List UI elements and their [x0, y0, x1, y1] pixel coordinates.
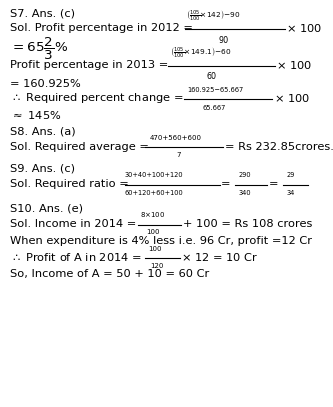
Text: 65.667: 65.667	[202, 105, 226, 111]
Text: S10. Ans. (e): S10. Ans. (e)	[10, 204, 83, 213]
Text: $\left(\frac{105}{100}{\times}142\right){-}90$: $\left(\frac{105}{100}{\times}142\right)…	[186, 8, 241, 22]
Text: $\times$ 100: $\times$ 100	[276, 59, 312, 71]
Text: Sol. Income in 2014 =: Sol. Income in 2014 =	[10, 219, 140, 229]
Text: 7: 7	[176, 152, 181, 158]
Text: 90: 90	[218, 36, 228, 45]
Text: 8$\times$100: 8$\times$100	[140, 210, 165, 219]
Text: When expenditure is 4% less i.e. 96 Cr, profit =12 Cr: When expenditure is 4% less i.e. 96 Cr, …	[10, 236, 312, 246]
Text: 60: 60	[206, 72, 216, 81]
Text: = 160.925%: = 160.925%	[10, 79, 81, 89]
Text: Sol. Required average =: Sol. Required average =	[10, 142, 153, 151]
Text: 290: 290	[239, 172, 251, 178]
Text: S8. Ans. (a): S8. Ans. (a)	[10, 126, 76, 136]
Text: S7. Ans. (c): S7. Ans. (c)	[10, 8, 75, 18]
Text: $\times$ 100: $\times$ 100	[286, 22, 322, 35]
Text: $\therefore$ Required percent change =: $\therefore$ Required percent change =	[10, 92, 185, 105]
Text: $\approx$ 145%: $\approx$ 145%	[10, 109, 61, 121]
Text: 30+40+100+120: 30+40+100+120	[125, 172, 183, 178]
Text: Profit percentage in 2013 =: Profit percentage in 2013 =	[10, 60, 172, 70]
Text: 340: 340	[239, 190, 251, 196]
Text: S9. Ans. (c): S9. Ans. (c)	[10, 164, 75, 174]
Text: =: =	[221, 179, 234, 189]
Text: $\times$ 12 = 10 Cr: $\times$ 12 = 10 Cr	[181, 251, 259, 263]
Text: + 100 = Rs 108 crores: + 100 = Rs 108 crores	[183, 219, 313, 229]
Text: $\times$ 100: $\times$ 100	[274, 92, 310, 105]
Text: 34: 34	[286, 190, 294, 196]
Text: 100: 100	[147, 229, 160, 235]
Text: $\therefore$ Profit of A in 2014 =: $\therefore$ Profit of A in 2014 =	[10, 251, 143, 263]
Text: $\left(\frac{105}{100}{\times}149.1\right){-}60$: $\left(\frac{105}{100}{\times}149.1\righ…	[170, 45, 231, 59]
Text: Sol. Profit percentage in 2012 =: Sol. Profit percentage in 2012 =	[10, 24, 196, 33]
Text: 100: 100	[148, 246, 162, 252]
Text: =: =	[269, 179, 282, 189]
Text: 120: 120	[150, 263, 163, 269]
Text: = Rs 232.85crores.: = Rs 232.85crores.	[225, 142, 333, 151]
Text: 29: 29	[286, 172, 294, 178]
Text: So, Income of A = 50 + 10 = 60 Cr: So, Income of A = 50 + 10 = 60 Cr	[10, 269, 209, 278]
Text: $= 65\dfrac{2}{3}$%: $= 65\dfrac{2}{3}$%	[10, 36, 68, 62]
Text: Sol. Required ratio =: Sol. Required ratio =	[10, 179, 132, 189]
Text: 470+560+600: 470+560+600	[150, 135, 202, 141]
Text: 60+120+60+100: 60+120+60+100	[125, 190, 183, 196]
Text: 160.925−65.667: 160.925−65.667	[187, 87, 244, 93]
